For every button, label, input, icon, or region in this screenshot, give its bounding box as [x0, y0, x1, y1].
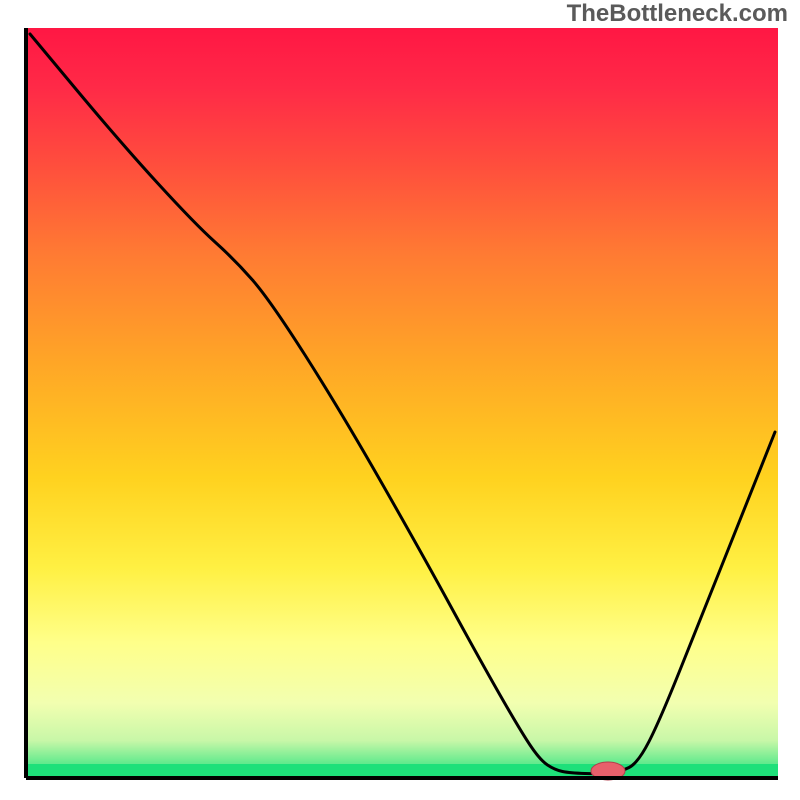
plot-background — [26, 28, 778, 778]
plot-bottom-band — [26, 764, 778, 778]
chart-svg — [0, 0, 800, 800]
chart-container: TheBottleneck.com — [0, 0, 800, 800]
watermark-text: TheBottleneck.com — [567, 0, 788, 28]
